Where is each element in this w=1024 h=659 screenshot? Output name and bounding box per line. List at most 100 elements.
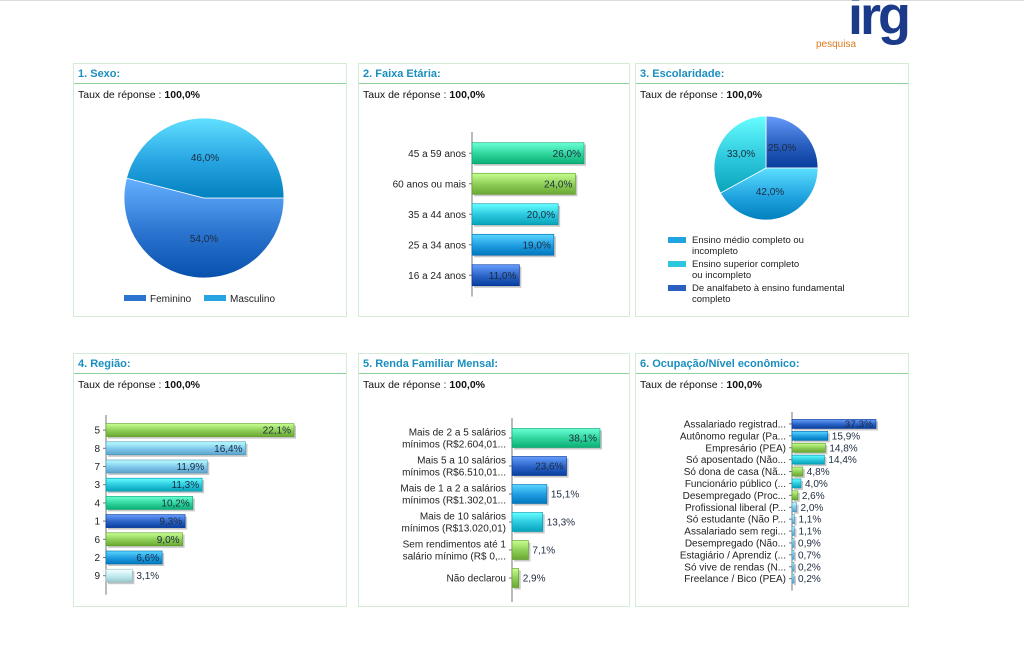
bar-3 xyxy=(471,233,555,256)
bar-value-label: 16,4% xyxy=(214,444,242,455)
bar-value-label: 14,8% xyxy=(829,443,857,454)
bar-category-label: 4 xyxy=(94,498,100,509)
legend-label: Feminino xyxy=(150,294,192,305)
bar-category-label: Assalariado sem regi... xyxy=(684,527,786,538)
response-rate: Taux de réponse : 100,0% xyxy=(78,379,201,391)
bar-category-label: Mais de 1 a 2 a salários xyxy=(400,484,506,495)
bar-category-label: Não declarou xyxy=(447,574,506,585)
panel-renda-familiar: 5. Renda Familiar Mensal: Taux de répons… xyxy=(358,353,630,607)
bar-1 xyxy=(511,456,567,476)
bar-value-label: 0,7% xyxy=(798,550,821,561)
bar-value-label: 9,0% xyxy=(157,535,180,546)
bar-2 xyxy=(471,203,559,226)
bar-0 xyxy=(791,419,877,429)
bar-value-label: 2,0% xyxy=(801,503,824,514)
bar-value-label: 1,1% xyxy=(798,515,821,526)
logo-subtitle: pesquisa xyxy=(816,39,857,50)
bar-shadow xyxy=(794,516,797,526)
bar-6 xyxy=(105,532,183,547)
bar-shadow xyxy=(794,564,796,574)
panel-escolaridade: 3. Escolaridade: Taux de réponse : 100,0… xyxy=(635,63,909,317)
bar-9 xyxy=(791,526,795,536)
logo-text: irg xyxy=(847,0,911,46)
bar-category-label: 7 xyxy=(94,462,100,473)
bar-category-label: 6 xyxy=(94,535,100,546)
bar-category-label: 2 xyxy=(94,553,100,564)
pie-slice-label: 54,0% xyxy=(190,234,218,245)
bar-13 xyxy=(791,573,795,584)
bar-category-label: 9 xyxy=(94,571,100,582)
bar-3 xyxy=(511,512,544,532)
bar-shadow xyxy=(794,552,796,562)
bar-category-label: Profissional liberal (P... xyxy=(685,503,786,514)
bar-value-label: 10,2% xyxy=(161,498,189,509)
bar-category-label: Desempregado (Não... xyxy=(685,538,786,549)
bar-0 xyxy=(471,142,585,165)
bar-category-label: Freelance / Bico (PEA) xyxy=(684,574,786,585)
bar-value-label: 4,8% xyxy=(807,467,830,478)
panel-title: 4. Região: xyxy=(78,358,131,370)
pie-slice-de-analfabeto-ensino-fundamental-completo xyxy=(765,115,819,169)
legend-label: incompleto xyxy=(692,246,738,257)
bar-value-label: 11,3% xyxy=(172,480,200,491)
legend-label: Masculino xyxy=(230,294,275,305)
bar-value-label: 26,0% xyxy=(553,149,581,160)
bar-12 xyxy=(791,561,795,572)
faixa-etaria-bar-chart: 26,0% 45 a 59 anos 24,0% 60 anos ou mais 20,… xyxy=(393,132,586,297)
bar-category-label: 35 a 44 anos xyxy=(408,210,466,221)
bar-shadow xyxy=(794,528,797,538)
legend-label: completo xyxy=(692,294,731,305)
bar-category-label: Estagiário / Aprendiz (... xyxy=(680,550,786,561)
bar-value-label: 0,9% xyxy=(798,538,821,549)
bar-category-label: 5 xyxy=(94,426,100,437)
bar-4 xyxy=(471,264,520,287)
bar-category-label: Só aposentado (Não... xyxy=(686,455,786,466)
title-rule xyxy=(74,373,346,374)
pie-slice-label: 46,0% xyxy=(191,153,219,164)
bar-category-label: mínimos (R$1.302,01... xyxy=(402,496,506,507)
bar-2 xyxy=(791,442,826,453)
pie-slice-ensino-superior-completo-ou-incompleto xyxy=(713,115,767,194)
bar-0 xyxy=(511,428,601,448)
bar-value-label: 3,1% xyxy=(136,571,159,582)
bar-6 xyxy=(791,490,799,501)
title-rule xyxy=(74,83,346,84)
bar-category-label: Só estudante (Não P... xyxy=(686,515,786,526)
bar-value-label: 23,6% xyxy=(535,462,563,473)
bar-8 xyxy=(791,514,795,524)
panel-sexo: 1. Sexo: Taux de réponse : 100,0% 54,0% 4… xyxy=(73,63,347,317)
bar-value-label: 2,9% xyxy=(523,574,546,585)
regiao-bar-chart: 22,1% 5 16,4% 8 11,9% 7 11,3% 3 10,2% 4 9,3% 1 9,0% 6… xyxy=(94,415,296,595)
bar-category-label: Só dona de casa (Nã... xyxy=(684,467,786,478)
bar-value-label: 24,0% xyxy=(544,179,572,190)
bar-7 xyxy=(791,502,797,513)
panel-title: 3. Escolaridade: xyxy=(640,68,725,80)
bar-category-label: 16 a 24 anos xyxy=(408,271,466,282)
pie-slice-feminino xyxy=(123,177,285,279)
bar-value-label: 0,2% xyxy=(798,574,821,585)
bar-shadow xyxy=(794,540,797,550)
panel-title: 6. Ocupação/Nível econômico: xyxy=(640,358,800,370)
legend-swatch xyxy=(668,261,686,267)
bar-category-label: Mais de 2 a 5 salários xyxy=(409,428,506,439)
bar-category-label: Mais 5 a 10 salários xyxy=(417,456,506,467)
irg-logo: irg pesquisa xyxy=(808,0,911,52)
bar-value-label: 20,0% xyxy=(527,210,555,221)
response-rate: Taux de réponse : 100,0% xyxy=(78,89,201,101)
bar-3 xyxy=(105,477,203,492)
legend-label: Ensino médio completo ou xyxy=(692,235,804,246)
title-rule xyxy=(359,83,629,84)
bar-category-label: 45 a 59 anos xyxy=(408,149,466,160)
legend-label: ou incompleto xyxy=(692,270,751,281)
bar-value-label: 2,6% xyxy=(802,491,825,502)
bar-8 xyxy=(105,568,133,583)
bar-5 xyxy=(511,568,519,588)
bar-4 xyxy=(105,496,194,510)
bar-category-label: Só vive de rendas (N... xyxy=(684,562,786,573)
bar-value-label: 19,0% xyxy=(522,240,550,251)
panel-faixa-etaria: 2. Faixa Etária: Taux de réponse : 100,0… xyxy=(358,63,630,317)
panel-title: 5. Renda Familiar Mensal: xyxy=(363,358,499,370)
bar-value-label: 9,3% xyxy=(159,517,182,528)
escolaridade-pie-chart: 25,0% 42,0% 33,0% Ensino médio completo oui… xyxy=(668,115,845,305)
